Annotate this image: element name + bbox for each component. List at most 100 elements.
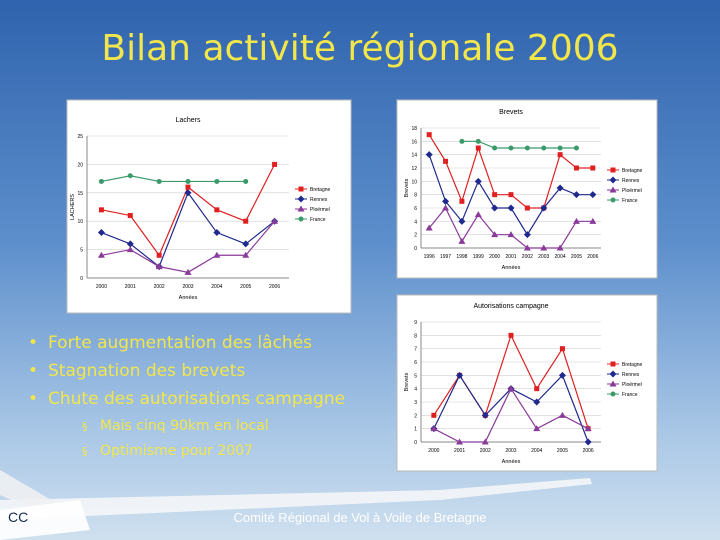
chart: Lachers 0 5 10 15 20 25 2000 2001 2002 2003 2004 200… xyxy=(66,99,352,314)
marker xyxy=(609,370,617,378)
y-tick-label: 14 xyxy=(411,153,417,159)
marker xyxy=(97,229,105,237)
bullet: Chute des autorisations campagne xyxy=(28,389,345,409)
marker xyxy=(557,145,563,151)
marker xyxy=(98,178,104,184)
marker xyxy=(155,263,163,270)
marker xyxy=(534,386,540,392)
marker xyxy=(508,332,514,338)
x-tick-label: 2001 xyxy=(125,284,136,290)
y-tick-label: 1 xyxy=(414,427,417,433)
marker xyxy=(610,361,616,367)
x-tick-label: 1998 xyxy=(456,254,467,260)
marker xyxy=(243,218,249,224)
marker xyxy=(271,217,279,224)
marker xyxy=(492,145,498,151)
x-tick-label: 2005 xyxy=(240,284,251,290)
marker xyxy=(589,191,597,199)
marker xyxy=(425,151,433,159)
y-tick-label: 4 xyxy=(414,387,417,393)
x-tick-label: 2006 xyxy=(587,254,598,260)
slide-title: Bilan activité régionale 2006 xyxy=(101,28,619,69)
x-tick-label: 2000 xyxy=(428,448,439,454)
x-tick-label: 2004 xyxy=(211,284,222,290)
y-tick-label: 5 xyxy=(414,373,417,379)
marker xyxy=(573,165,579,171)
y-tick-label: 4 xyxy=(414,219,417,225)
marker xyxy=(481,411,489,419)
y-tick-label: 9 xyxy=(414,320,417,326)
sub-bullet: Optimisme pour 2007 xyxy=(82,443,253,459)
x-axis-label: Années xyxy=(179,295,198,301)
y-tick-label: 18 xyxy=(411,126,417,132)
marker xyxy=(458,217,466,225)
y-axis-label: LACHERS xyxy=(70,194,76,220)
marker xyxy=(541,145,547,151)
y-tick-label: 7 xyxy=(414,347,417,353)
x-tick-label: 1996 xyxy=(424,254,435,260)
y-tick-label: 0 xyxy=(414,440,417,446)
marker xyxy=(558,371,566,379)
marker xyxy=(590,165,596,171)
marker xyxy=(523,231,531,239)
marker xyxy=(584,425,592,432)
chart: Autorisations campagne 0 1 2 3 4 5 6 7 8 9 2000 2001… xyxy=(396,294,658,472)
marker xyxy=(443,158,449,164)
marker xyxy=(533,425,541,432)
chart: Brevets 0 2 4 6 8 10 12 14 16 18 1996 1997 1998 1999 20… xyxy=(396,99,658,279)
marker xyxy=(474,211,482,218)
x-tick-label: 2001 xyxy=(454,448,465,454)
bullet: Forte augmentation des lâchés xyxy=(28,333,312,353)
series-line xyxy=(461,140,577,149)
series-line xyxy=(101,175,246,183)
marker xyxy=(556,184,564,192)
marker xyxy=(572,217,580,224)
marker xyxy=(426,132,432,138)
marker xyxy=(559,346,565,352)
chart-background xyxy=(66,99,352,314)
marker xyxy=(589,217,597,224)
x-axis-label: Années xyxy=(502,459,521,465)
legend-label: Bretagne xyxy=(622,362,643,368)
marker xyxy=(540,204,548,212)
y-tick-label: 2 xyxy=(414,233,417,239)
x-tick-label: 2002 xyxy=(480,448,491,454)
y-tick-label: 0 xyxy=(80,276,83,282)
sub-bullet: Mais cinq 90km en local xyxy=(82,418,269,434)
marker xyxy=(185,178,191,184)
y-axis-label: Brevets xyxy=(404,372,410,391)
y-tick-label: 0 xyxy=(414,246,417,252)
marker xyxy=(214,207,220,213)
y-tick-label: 6 xyxy=(414,206,417,212)
legend-label: Ploërmel xyxy=(310,207,330,213)
marker xyxy=(297,205,305,212)
y-tick-label: 10 xyxy=(77,219,83,225)
legend-label: Rennes xyxy=(310,197,328,203)
marker xyxy=(214,178,220,184)
marker xyxy=(533,398,541,406)
x-tick-label: 2003 xyxy=(538,254,549,260)
x-tick-label: 1999 xyxy=(473,254,484,260)
legend-label: France xyxy=(622,198,638,204)
marker xyxy=(213,251,221,258)
marker xyxy=(609,186,617,193)
y-tick-label: 16 xyxy=(411,139,417,145)
x-tick-label: 2006 xyxy=(269,284,280,290)
marker xyxy=(431,412,437,418)
marker xyxy=(98,207,104,213)
marker xyxy=(540,244,548,251)
marker xyxy=(610,197,616,203)
marker xyxy=(557,152,563,158)
y-tick-label: 10 xyxy=(411,179,417,185)
x-tick-label: 2000 xyxy=(489,254,500,260)
marker xyxy=(492,192,498,198)
marker xyxy=(456,371,464,379)
y-tick-label: 3 xyxy=(414,400,417,406)
marker xyxy=(507,231,515,238)
legend-label: Rennes xyxy=(622,178,640,184)
svg-text:CC: CC xyxy=(8,509,28,525)
chart-title: Brevets xyxy=(499,109,523,116)
marker xyxy=(508,145,514,151)
